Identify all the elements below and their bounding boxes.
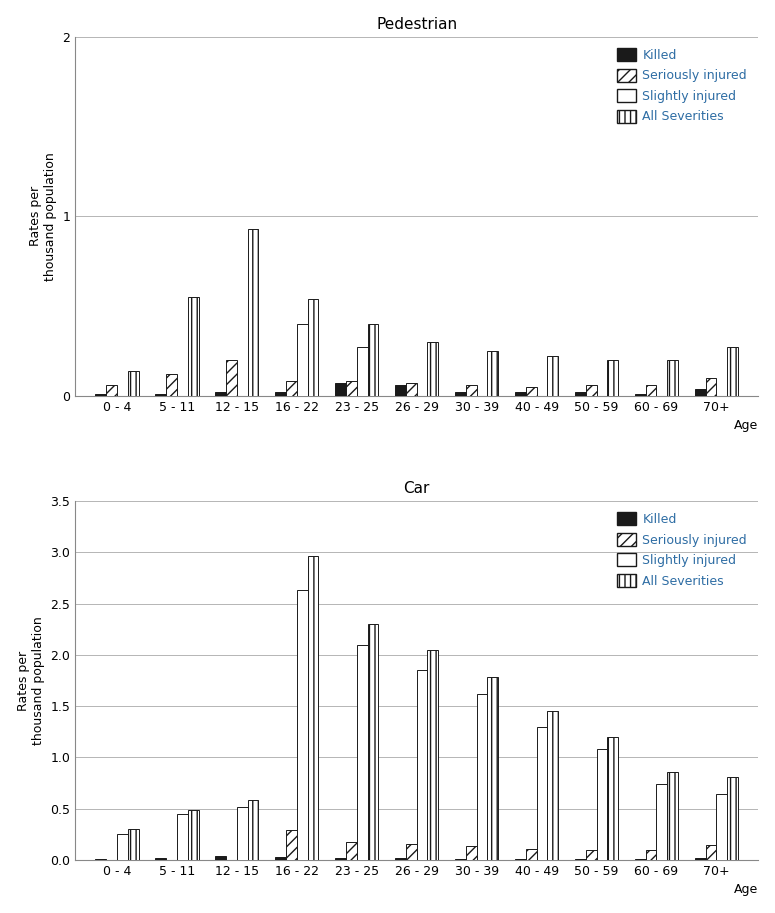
Legend: Killed, Seriously injured, Slightly injured, All Severities: Killed, Seriously injured, Slightly inju…: [612, 43, 752, 129]
Bar: [286, 830, 297, 860]
Bar: [428, 650, 439, 860]
Bar: [487, 677, 498, 860]
Bar: [525, 849, 536, 860]
Bar: [166, 374, 177, 395]
Bar: [695, 858, 705, 860]
Bar: [586, 850, 597, 860]
Bar: [547, 711, 558, 860]
Bar: [286, 382, 297, 395]
Bar: [455, 393, 466, 395]
Bar: [177, 813, 188, 860]
Bar: [575, 859, 586, 860]
Bar: [297, 324, 308, 395]
Bar: [395, 858, 406, 860]
Bar: [346, 843, 357, 860]
Bar: [727, 347, 738, 395]
Y-axis label: Rates per
thousand population: Rates per thousand population: [29, 152, 57, 281]
Bar: [406, 383, 417, 395]
Bar: [608, 737, 618, 860]
Bar: [635, 859, 646, 860]
Bar: [275, 856, 286, 860]
Bar: [308, 299, 319, 395]
Bar: [646, 385, 656, 395]
Title: Car: Car: [404, 481, 430, 496]
Title: Pedestrian: Pedestrian: [376, 16, 457, 32]
Bar: [128, 829, 139, 860]
Bar: [346, 382, 357, 395]
Bar: [406, 844, 417, 860]
Bar: [667, 771, 678, 860]
Bar: [428, 342, 439, 395]
Bar: [237, 806, 248, 860]
Bar: [188, 810, 198, 860]
Bar: [525, 387, 536, 395]
Bar: [336, 383, 346, 395]
Bar: [297, 591, 308, 860]
Bar: [417, 670, 428, 860]
X-axis label: Age: Age: [734, 884, 758, 897]
Bar: [646, 850, 656, 860]
X-axis label: Age: Age: [734, 419, 758, 432]
Bar: [117, 834, 128, 860]
Bar: [188, 297, 198, 395]
Bar: [466, 385, 477, 395]
Bar: [586, 385, 597, 395]
Bar: [308, 557, 319, 860]
Bar: [705, 378, 716, 395]
Bar: [128, 371, 139, 395]
Bar: [156, 858, 166, 860]
Bar: [215, 855, 226, 860]
Bar: [248, 229, 259, 395]
Bar: [635, 394, 646, 395]
Bar: [275, 393, 286, 395]
Bar: [487, 351, 498, 395]
Bar: [656, 784, 667, 860]
Bar: [356, 645, 367, 860]
Bar: [667, 360, 678, 395]
Bar: [156, 394, 166, 395]
Bar: [547, 356, 558, 395]
Bar: [536, 727, 547, 860]
Y-axis label: Rates per
thousand population: Rates per thousand population: [17, 616, 45, 745]
Bar: [455, 859, 466, 860]
Bar: [106, 385, 117, 395]
Bar: [716, 794, 727, 860]
Bar: [248, 801, 259, 860]
Bar: [395, 385, 406, 395]
Bar: [356, 347, 367, 395]
Bar: [226, 360, 237, 395]
Bar: [336, 858, 346, 860]
Bar: [515, 859, 525, 860]
Bar: [466, 845, 477, 860]
Legend: Killed, Seriously injured, Slightly injured, All Severities: Killed, Seriously injured, Slightly inju…: [612, 508, 752, 593]
Bar: [727, 777, 738, 860]
Bar: [515, 393, 525, 395]
Bar: [597, 750, 608, 860]
Bar: [95, 394, 106, 395]
Bar: [95, 859, 106, 860]
Bar: [367, 324, 378, 395]
Bar: [367, 624, 378, 860]
Bar: [575, 393, 586, 395]
Bar: [705, 845, 716, 860]
Bar: [477, 694, 487, 860]
Bar: [215, 393, 226, 395]
Bar: [695, 389, 705, 395]
Bar: [608, 360, 618, 395]
